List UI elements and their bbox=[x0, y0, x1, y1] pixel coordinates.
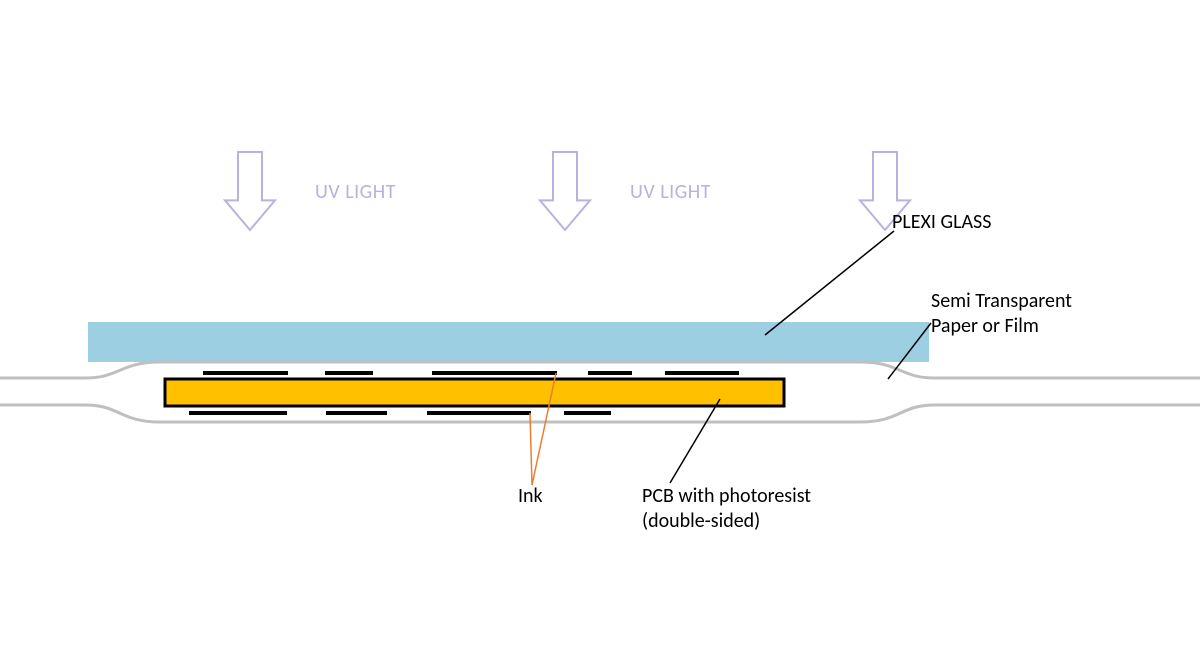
pcb-shape bbox=[165, 379, 784, 406]
plexi-glass-label: PLEXI GLASS bbox=[892, 210, 991, 235]
uv-arrow-icon bbox=[540, 152, 590, 230]
uv-light-label-1: UV LIGHT bbox=[315, 180, 396, 204]
plexi-glass-shape bbox=[88, 322, 929, 362]
pcb-callout-line bbox=[670, 399, 720, 483]
film-label: Semi Transparent Paper or Film bbox=[931, 289, 1111, 339]
ink-label: Ink bbox=[518, 484, 543, 509]
uv-light-label-2: UV LIGHT bbox=[630, 180, 711, 204]
film-top-line bbox=[0, 362, 1200, 378]
uv-arrow-icon bbox=[225, 152, 275, 230]
pcb-label: PCB with photoresist (double-sided) bbox=[642, 484, 862, 534]
ink-callout-line bbox=[530, 413, 532, 485]
plexi-callout-line bbox=[765, 231, 894, 335]
